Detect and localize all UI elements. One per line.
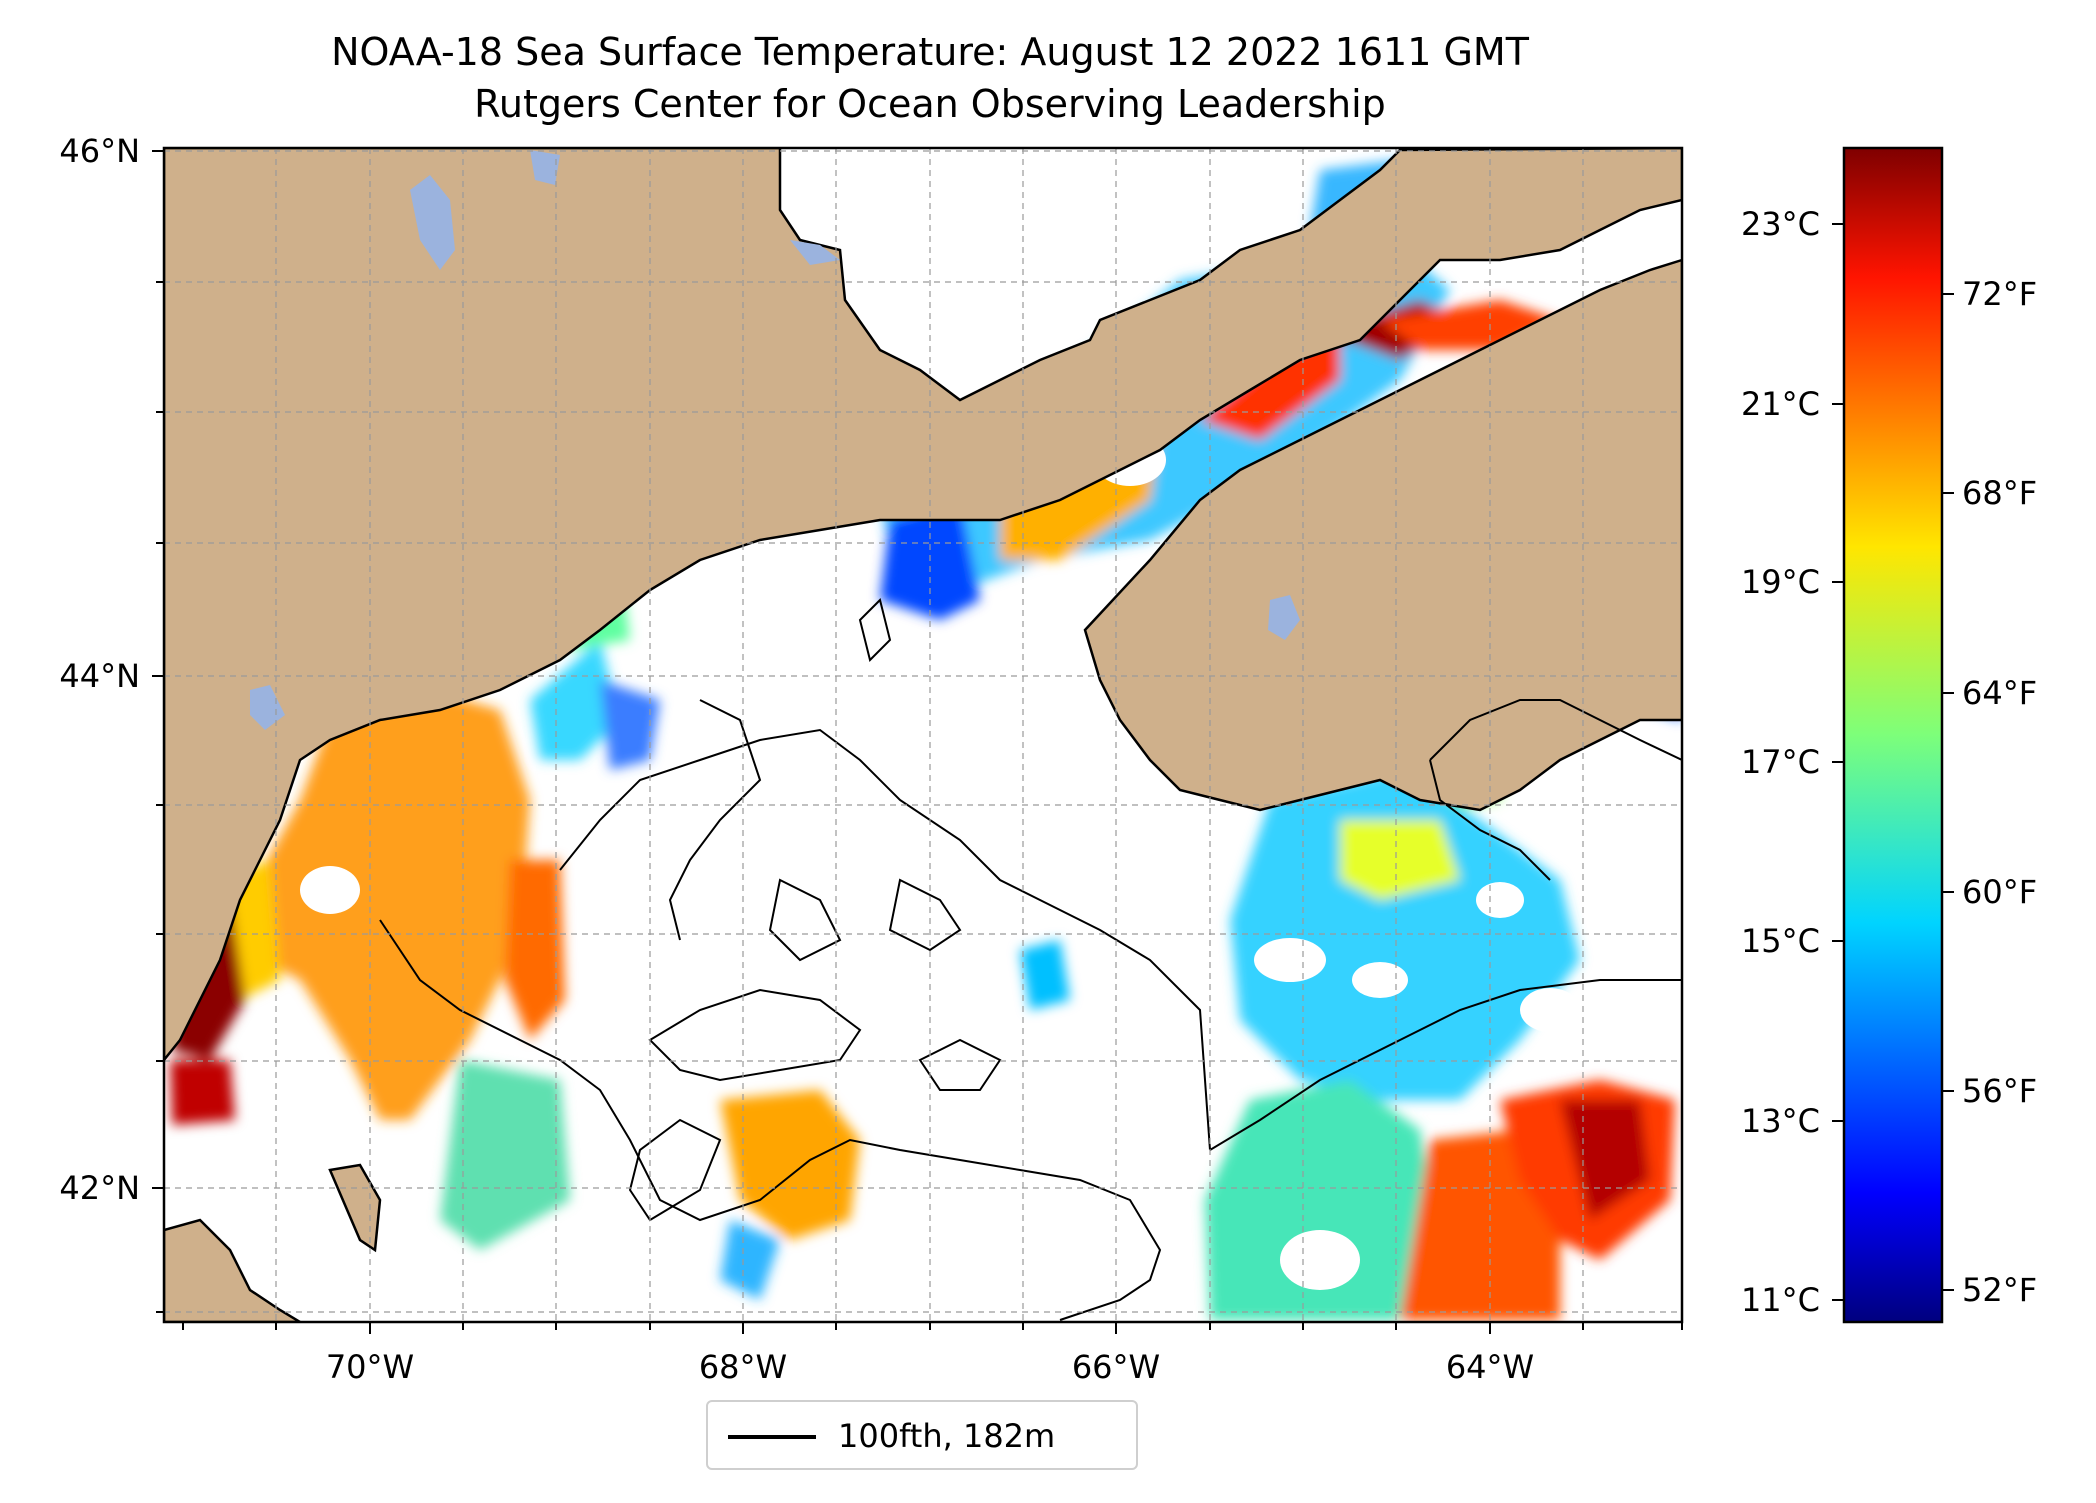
map-title: NOAA-18 Sea Surface Temperature: August …: [331, 30, 1529, 74]
gridlines: [164, 148, 1682, 1322]
longitude-labels: 70°W 68°W 66°W 64°W: [326, 1348, 1534, 1386]
lon-label: 64°W: [1446, 1348, 1534, 1386]
landmass: [164, 148, 1682, 1322]
latitude-labels: 46°N 44°N 42°N: [59, 132, 140, 1207]
bathymetry-contour: [379, 598, 1682, 1321]
celsius-label: 13°C: [1741, 1102, 1820, 1140]
lakes: [250, 150, 1300, 730]
colorbar-ticks: [1832, 223, 1954, 1301]
map-frame: [162, 146, 1684, 1324]
fahrenheit-label: 60°F: [1962, 873, 2037, 911]
map-legend: 100fth, 182m: [706, 1400, 1138, 1470]
celsius-label: 19°C: [1741, 563, 1820, 601]
fahrenheit-label: 56°F: [1962, 1072, 2037, 1110]
fahrenheit-label: 68°F: [1962, 474, 2037, 512]
lat-label: 42°N: [59, 1169, 140, 1207]
legend-label: 100fth, 182m: [838, 1417, 1056, 1455]
map-area: [164, 148, 1682, 1322]
lat-label: 46°N: [59, 132, 140, 170]
fahrenheit-labels: 72°F 68°F 64°F 60°F 56°F 52°F: [1962, 275, 2037, 1309]
fahrenheit-label: 72°F: [1962, 275, 2037, 313]
celsius-label: 15°C: [1741, 922, 1820, 960]
lat-label: 44°N: [59, 657, 140, 695]
map-subtitle: Rutgers Center for Ocean Observing Leade…: [474, 82, 1386, 126]
celsius-label: 23°C: [1741, 205, 1820, 243]
celsius-label: 11°C: [1741, 1281, 1820, 1319]
celsius-label: 17°C: [1741, 743, 1820, 781]
lon-label: 70°W: [326, 1348, 414, 1386]
lon-label: 68°W: [699, 1348, 787, 1386]
fahrenheit-label: 52°F: [1962, 1271, 2037, 1309]
legend-line-swatch: [728, 1435, 816, 1439]
celsius-label: 21°C: [1741, 385, 1820, 423]
axis-ticks: [152, 150, 1683, 1334]
colorbar: [1842, 146, 1944, 1324]
celsius-labels: 23°C 21°C 19°C 17°C 15°C 13°C 11°C: [1741, 205, 1820, 1319]
lon-label: 66°W: [1072, 1348, 1160, 1386]
fahrenheit-label: 64°F: [1962, 674, 2037, 712]
